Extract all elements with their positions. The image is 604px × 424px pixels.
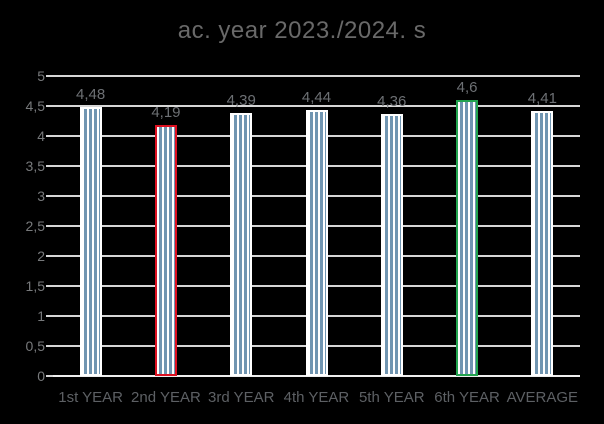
y-axis-tick — [46, 285, 53, 287]
y-axis-tick — [46, 375, 53, 377]
chart-title: ac. year 2023./2024. s — [177, 17, 427, 44]
y-axis-tick — [46, 345, 53, 347]
y-axis-tick — [46, 195, 53, 197]
bar-value-label: 4,6 — [456, 79, 478, 96]
category-label: 2nd YEAR — [131, 389, 201, 406]
bar-6th-year — [456, 100, 479, 376]
y-axis-tick — [46, 315, 53, 317]
category-label: 3rd YEAR — [207, 389, 275, 406]
y-axis-label: 2,5 — [25, 218, 45, 234]
bar-value-label: 4,41 — [527, 90, 557, 108]
y-axis-tick — [46, 135, 53, 137]
y-axis-tick — [46, 255, 53, 257]
y-axis-label: 1 — [37, 308, 45, 324]
y-axis-tick — [46, 105, 53, 107]
category-label: 4th YEAR — [283, 389, 350, 406]
bar-average — [531, 111, 554, 376]
bar-3rd-year — [230, 112, 253, 376]
category-label: AVERAGE — [506, 389, 579, 406]
bar-4th-year — [305, 109, 328, 376]
y-axis-tick — [46, 225, 53, 227]
y-axis-label: 5 — [37, 68, 45, 84]
y-axis-label: 3 — [37, 188, 45, 204]
x-axis-line — [53, 375, 580, 377]
bar-value-label: 4,44 — [301, 88, 332, 106]
bar-value-label: 4,48 — [76, 86, 106, 104]
y-axis-label: 4 — [37, 128, 45, 144]
y-axis-label: 1,5 — [25, 278, 45, 294]
gridline — [53, 75, 580, 77]
category-label: 6th YEAR — [434, 389, 500, 406]
category-label: 5th YEAR — [358, 389, 425, 406]
bar-5th-year — [380, 114, 403, 376]
bar-value-label: 4,36 — [377, 93, 407, 111]
y-axis-label: 0 — [37, 368, 45, 384]
y-axis-tick — [46, 165, 53, 167]
bar-value-label: 4,39 — [226, 91, 256, 109]
y-axis-label: 2 — [37, 248, 45, 264]
gridline — [53, 105, 580, 107]
y-axis-tick — [46, 75, 53, 77]
y-axis-label: 0,5 — [25, 338, 45, 354]
category-label: 1st YEAR — [58, 389, 124, 406]
bar-value-label: 4,19 — [151, 103, 181, 121]
y-axis-label: 4,5 — [25, 98, 45, 114]
bar-2nd-year — [154, 124, 177, 376]
y-axis-label: 3,5 — [25, 158, 45, 174]
bar-1st-year — [79, 107, 102, 376]
